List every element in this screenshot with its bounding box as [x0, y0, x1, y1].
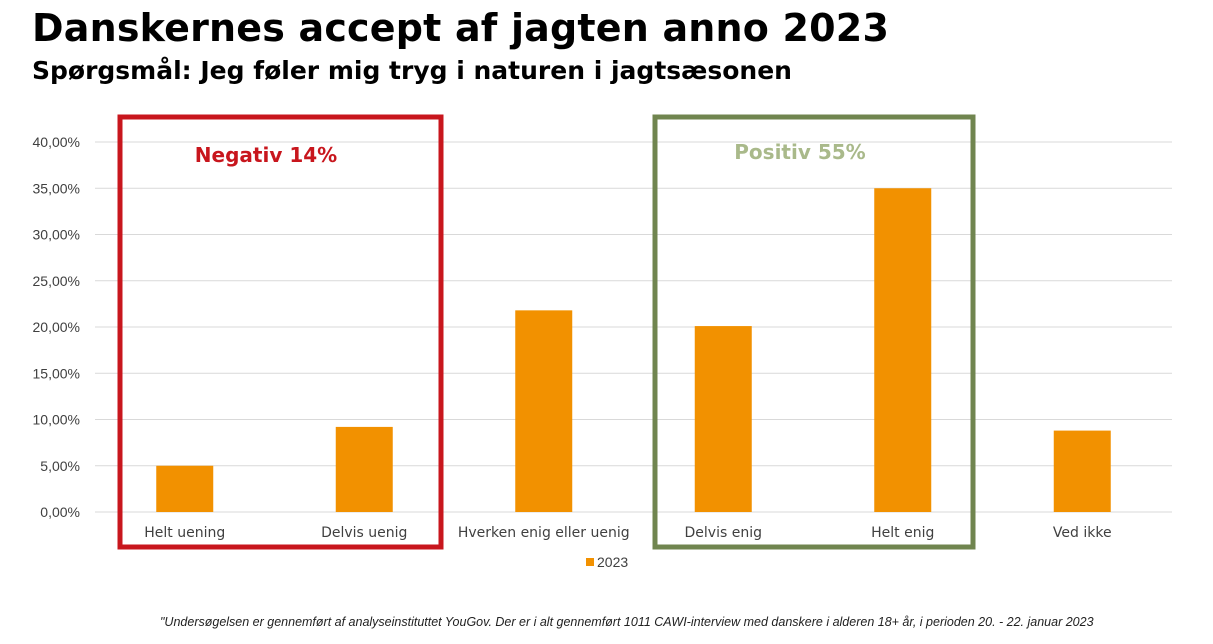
bar	[1053, 430, 1111, 512]
x-tick-label: Helt enig	[871, 525, 934, 541]
chart-subtitle: Spørgsmål: Jeg føler mig tryg i naturen …	[32, 56, 792, 85]
y-tick-label: 30,00%	[33, 227, 80, 243]
negative-box-label: Negativ 14%	[195, 143, 337, 167]
y-tick-label: 0,00%	[40, 504, 80, 520]
bar	[156, 465, 214, 512]
bar	[335, 426, 393, 512]
x-tick-label: Ved ikke	[1053, 525, 1112, 541]
x-tick-label: Delvis uenig	[321, 525, 407, 541]
y-tick-label: 20,00%	[33, 319, 80, 335]
legend-swatch	[586, 558, 594, 566]
negative-box	[117, 114, 444, 550]
y-tick-label: 10,00%	[33, 412, 80, 428]
x-tick-label: Delvis enig	[685, 525, 762, 541]
x-tick-label: Hverken enig eller uenig	[458, 525, 630, 541]
y-tick-label: 5,00%	[40, 458, 80, 474]
chart-title: Danskernes accept af jagten anno 2023	[32, 6, 890, 50]
footnote: "Undersøgelsen er gennemført af analysei…	[160, 615, 1094, 629]
y-tick-label: 40,00%	[33, 134, 80, 150]
bar	[874, 188, 932, 512]
legend-label: 2023	[597, 554, 628, 570]
bar	[515, 310, 573, 512]
y-tick-label: 15,00%	[33, 365, 80, 381]
bar-chart: 0,00% 5,00% 10,00% 15,00% 20,00% 25,00% 30,00%…	[33, 114, 1172, 570]
y-tick-label: 25,00%	[33, 273, 80, 289]
y-tick-label: 35,00%	[33, 180, 80, 196]
x-tick-label: Helt uening	[144, 525, 225, 541]
positive-box	[652, 114, 976, 550]
bar	[694, 326, 752, 512]
positive-box-label: Positiv 55%	[734, 140, 865, 164]
